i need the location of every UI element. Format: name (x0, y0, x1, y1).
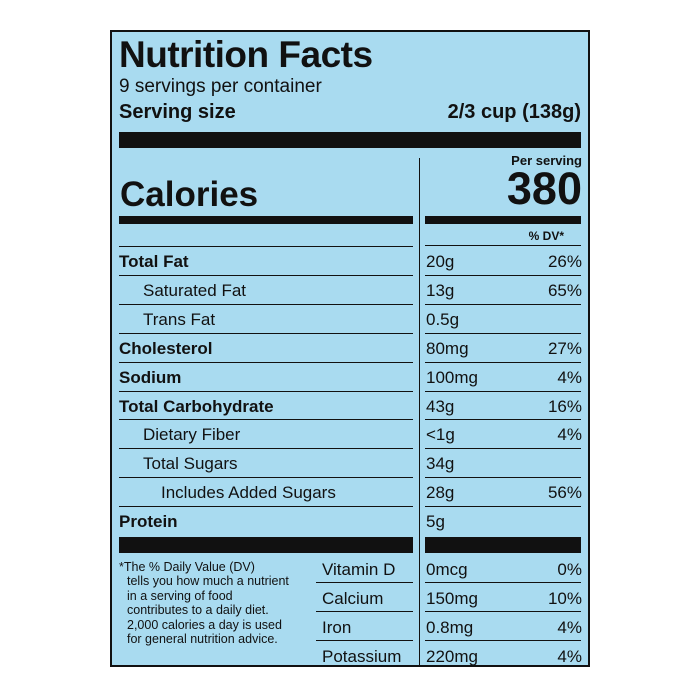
row-rule-right (425, 332, 581, 334)
vitamin-rule-left (316, 640, 413, 641)
nutrient-amount: 80mg (426, 338, 469, 358)
nutrient-amount: 28g (426, 483, 455, 503)
nutrient-dv: 4% (557, 425, 582, 445)
nutrient-name: Saturated Fat (143, 280, 247, 300)
footnote: *The % Daily Value (DV) tells you how mu… (119, 560, 294, 646)
row-rule-left (119, 246, 413, 247)
row-rule-right (425, 361, 581, 363)
calories-bar-left (119, 216, 413, 224)
vitamin-rule-right (425, 611, 581, 612)
nutrient-dv: 56% (547, 483, 582, 503)
row-rule-left (119, 506, 413, 508)
row-rule-right (425, 477, 581, 479)
vitamin-rule-left (316, 611, 413, 612)
nutrient-dv: 65% (547, 280, 582, 300)
vitamin-name: Vitamin D (322, 560, 396, 579)
vitamin-rule-right (425, 640, 581, 641)
nutrient-name: Dietary Fiber (143, 425, 241, 445)
column-divider (419, 158, 420, 666)
row-rule-right (425, 448, 581, 450)
servings-per-container: 9 servings per container (119, 76, 322, 97)
row-rule-left (119, 274, 413, 276)
row-rule-left (119, 419, 413, 421)
nutrient-amount: 20g (426, 252, 455, 271)
nutrient-name: Protein (119, 512, 178, 532)
per-serving-label: Per serving (511, 153, 582, 168)
nutrient-amount: 43g (426, 396, 455, 416)
nutrient-amount: 5g (426, 512, 445, 532)
dv-column-header: % DV* (528, 229, 564, 243)
calories-label: Calories (120, 175, 259, 214)
thick-divider-bottom-right (425, 537, 581, 553)
thick-divider-bottom-left (119, 537, 413, 553)
row-rule-right (425, 390, 581, 392)
thick-divider-top (119, 132, 581, 148)
vitamin-dv: 4% (557, 647, 582, 666)
calories-bar-right (425, 216, 581, 224)
row-rule-left (119, 361, 413, 363)
nutrient-name: Total Sugars (143, 454, 238, 474)
nutrition-facts-panel: Nutrition Facts 9 servings per container… (110, 30, 590, 667)
vitamin-amount: 0.8mg (426, 618, 474, 637)
row-rule-left (119, 390, 413, 392)
row-rule-left (119, 332, 413, 334)
nutrient-name: Total Fat (119, 252, 189, 271)
footnote-line1: *The % Daily Value (DV) (119, 560, 255, 574)
dv-header-rule (425, 245, 581, 246)
vitamin-amount: 150mg (426, 589, 478, 608)
nutrient-amount: 13g (426, 280, 455, 300)
vitamin-dv: 0% (557, 560, 582, 579)
vitamin-dv: 10% (547, 589, 582, 608)
nutrient-amount: <1g (426, 425, 455, 445)
calories-value: 380 (506, 163, 582, 214)
nutrient-amount: 100mg (426, 367, 478, 387)
vitamin-rule-left (316, 582, 413, 583)
row-rule-right (425, 506, 581, 508)
row-rule-left (119, 303, 413, 305)
nutrient-dv: 4% (557, 367, 582, 387)
nutrient-amount: 0.5g (426, 309, 460, 329)
vitamin-amount: 0mcg (426, 560, 468, 579)
vitamin-name: Iron (322, 618, 352, 637)
nutrient-dv: 16% (547, 396, 582, 416)
vitamin-name: Potassium (322, 647, 402, 666)
serving-size-label: Serving size (119, 101, 236, 123)
nutrient-name: Sodium (119, 367, 182, 387)
row-rule-right (425, 303, 581, 305)
nutrient-name: Cholesterol (119, 338, 213, 358)
nutrient-name: Includes Added Sugars (161, 483, 336, 503)
nutrient-name: Trans Fat (143, 309, 216, 329)
vitamin-dv: 4% (557, 618, 582, 637)
row-rule-right (425, 274, 581, 276)
nutrient-dv: 27% (547, 338, 582, 358)
serving-size-value: 2/3 cup (138g) (447, 101, 581, 123)
vitamin-name: Calcium (322, 589, 384, 608)
row-rule-left (119, 448, 413, 450)
row-rule-right (425, 419, 581, 421)
nutrient-amount: 34g (426, 454, 455, 474)
vitamin-amount: 220mg (426, 647, 478, 666)
row-rule-left (119, 477, 413, 479)
footnote-body: tells you how much a nutrient in a servi… (127, 574, 289, 647)
vitamin-rule-right (425, 582, 581, 583)
nutrient-name: Total Carbohydrate (119, 396, 274, 416)
panel-title: Nutrition Facts (119, 34, 373, 75)
nutrient-dv: 26% (547, 252, 582, 271)
